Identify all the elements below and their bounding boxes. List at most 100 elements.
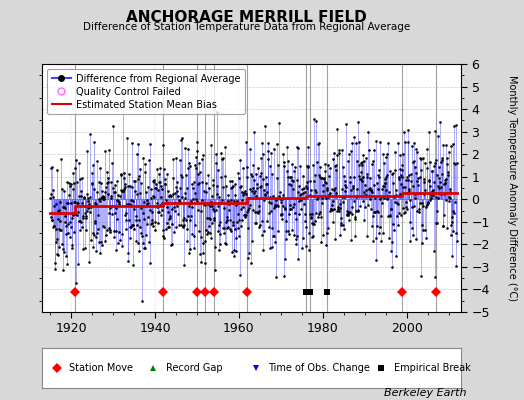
Point [451,199,460,205]
Point [130,206,139,212]
Point [291,216,300,222]
Point [210,216,219,223]
Point [334,150,343,156]
Point [278,216,287,222]
Point [426,182,434,189]
Point [64,221,72,227]
Point [185,163,194,170]
Point [230,247,238,254]
Point [289,178,297,184]
Point [102,180,111,186]
Point [384,212,392,219]
Point [257,155,265,162]
Point [310,220,318,227]
Point [258,247,267,254]
Point [195,168,204,175]
Point [319,188,327,194]
Point [417,156,425,162]
Point [79,246,88,252]
Point [83,198,92,204]
Point [143,197,151,204]
Point [67,200,75,206]
Point [161,181,169,188]
Point [239,190,248,196]
Point [424,128,433,135]
Point [208,220,216,226]
Point [62,223,71,230]
Point [71,211,80,217]
Point [171,190,180,196]
Point [248,162,257,168]
Point [409,183,417,189]
Point [253,181,261,187]
Point [111,209,119,216]
Point [290,168,298,174]
Point [373,223,381,229]
Point [241,214,249,220]
Point [163,224,172,230]
Point [123,258,132,264]
Point [328,207,336,213]
Point [284,228,292,234]
Point [323,224,332,231]
Point [215,194,223,200]
Point [348,204,357,210]
Point [162,226,170,232]
Point [333,208,341,214]
Point [121,212,129,218]
Point [335,208,343,214]
Point [110,189,118,195]
Point [346,174,355,180]
Point [148,178,157,184]
Point [324,173,333,179]
Point [132,217,140,223]
Point [325,192,333,198]
Point [267,208,276,214]
Point [337,194,346,200]
Point [255,224,263,230]
Point [309,232,317,239]
Point [359,188,368,195]
Point [118,188,126,194]
Point [434,164,443,170]
Point [110,234,118,241]
Point [227,178,236,184]
Point [183,238,191,244]
Point [72,157,80,163]
Point [337,222,345,228]
Point [77,218,85,225]
Point [452,122,460,128]
Point [368,223,376,229]
Point [280,256,289,262]
Point [114,239,122,246]
Point [79,212,87,219]
Point [184,250,193,256]
Point [98,188,106,194]
Point [395,176,403,182]
Point [378,200,386,206]
Point [148,220,157,226]
Point [48,216,56,223]
Point [176,157,184,163]
Point [277,212,285,218]
Point [286,202,294,208]
Point [422,202,431,208]
Point [270,202,279,209]
Point [297,190,305,197]
Point [200,188,208,194]
Point [450,123,458,130]
Point [52,239,60,246]
Point [342,121,351,127]
Point [355,138,364,145]
Point [90,186,98,192]
Point [447,232,455,238]
Point [133,151,141,158]
Point [276,199,285,206]
Point [185,160,193,166]
Point [441,180,449,186]
Point [404,176,412,183]
Point [292,177,301,184]
Point [235,232,244,239]
Point [180,262,188,268]
Point [305,192,314,198]
